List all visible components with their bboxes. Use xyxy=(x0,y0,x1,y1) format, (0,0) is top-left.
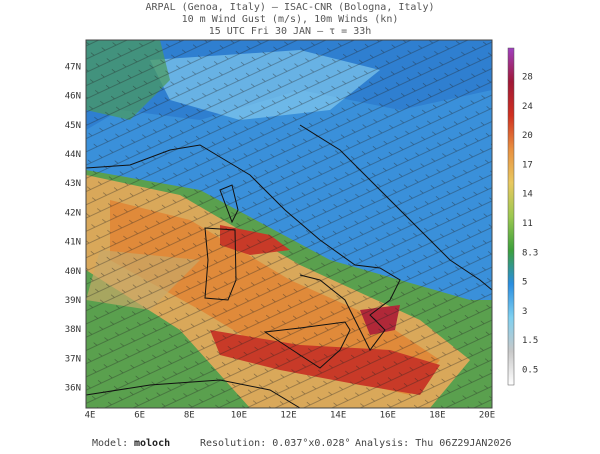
longitude-label: 12E xyxy=(280,411,296,421)
latitude-label: 42N xyxy=(65,208,81,218)
sardinia xyxy=(204,227,237,301)
latitude-label: 45N xyxy=(65,121,81,131)
colorbar-label: 20 xyxy=(522,131,533,141)
longitude-label: 14E xyxy=(330,411,346,421)
longitude-label: 6E xyxy=(134,411,145,421)
latitude-label: 44N xyxy=(65,150,81,160)
wind-barbs xyxy=(86,40,492,408)
latitude-label: 40N xyxy=(65,267,81,277)
colorbar-labels: 28 24 20 17 14 11 8.3 5 3 1.5 0.5 xyxy=(522,73,538,376)
longitude-label: 16E xyxy=(380,411,396,421)
analysis: Analysis: Thu 06Z29JAN2026 xyxy=(355,438,512,449)
latitude-label: 43N xyxy=(65,179,81,189)
longitude-label: 10E xyxy=(231,411,247,421)
colorbar-label: 28 xyxy=(522,73,533,83)
footer-label: Model: xyxy=(92,438,128,449)
longitude-label: 8E xyxy=(184,411,195,421)
longitude-label: 20E xyxy=(479,411,495,421)
colorbar-label: 8.3 xyxy=(522,248,538,258)
italy-coast xyxy=(86,144,401,351)
colorbar xyxy=(507,47,515,386)
adriatic-coast xyxy=(299,124,492,291)
longitude-label: 18E xyxy=(429,411,445,421)
model-name: moloch xyxy=(134,438,170,449)
latitude-labels: 47N 46N 45N 44N 43N 42N 41N 40N 39N 38N 37N 36N xyxy=(65,63,81,394)
colorbar-label: 24 xyxy=(522,102,533,112)
colorbar-label: 11 xyxy=(522,219,533,229)
longitude-label: 4E xyxy=(85,411,96,421)
latitude-label: 46N xyxy=(65,92,81,102)
longitude-labels: 4E 6E 8E 10E 12E 14E 16E 18E 20E xyxy=(85,411,496,421)
resolution: Resolution: 0.037°x0.028° xyxy=(200,438,351,449)
latitude-label: 47N xyxy=(65,63,81,73)
corsica xyxy=(219,184,239,224)
latitude-label: 37N xyxy=(65,354,81,364)
map-frame xyxy=(85,39,493,409)
colorbar-label: 14 xyxy=(522,190,533,200)
latitude-label: 36N xyxy=(65,384,81,394)
sicily xyxy=(263,321,351,369)
header-line: 15 UTC Fri 30 JAN – τ = 33h xyxy=(209,26,372,37)
colorbar-label: 3 xyxy=(522,307,527,317)
header-line: 10 m Wind Gust (m/s), 10m Winds (kn) xyxy=(182,14,399,25)
colorbar-label: 5 xyxy=(522,278,527,288)
colorbar-label: 17 xyxy=(522,160,533,170)
map-field xyxy=(86,40,492,408)
latitude-label: 39N xyxy=(65,296,81,306)
latitude-label: 41N xyxy=(65,238,81,248)
colorbar-label: 1.5 xyxy=(522,336,538,346)
latitude-label: 38N xyxy=(65,325,81,335)
africa-coast xyxy=(86,379,301,408)
colorbar-label: 0.5 xyxy=(522,366,538,376)
header-line: ARPAL (Genoa, Italy) – ISAC-CNR (Bologna… xyxy=(146,2,435,13)
